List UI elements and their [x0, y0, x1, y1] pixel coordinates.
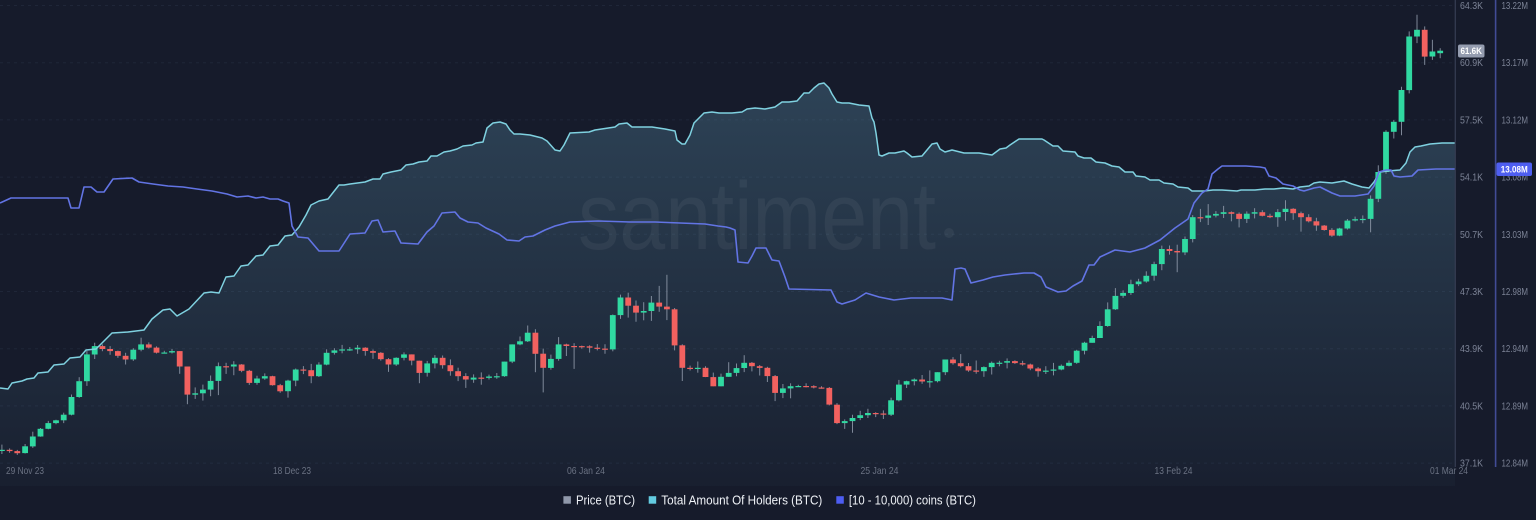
svg-text:13.17M: 13.17M [1502, 57, 1529, 69]
svg-text:13.03M: 13.03M [1502, 229, 1529, 241]
svg-text:60.9K: 60.9K [1460, 57, 1483, 69]
svg-text:13.08M: 13.08M [1501, 165, 1528, 176]
svg-text:12.98M: 12.98M [1502, 286, 1529, 298]
svg-text:61.6K: 61.6K [1460, 46, 1482, 57]
svg-text:12.84M: 12.84M [1502, 458, 1529, 470]
svg-text:12.94M: 12.94M [1502, 343, 1529, 355]
svg-text:santiment: santiment [578, 163, 936, 270]
svg-text:13.22M: 13.22M [1502, 0, 1529, 12]
svg-text:18 Dec 23: 18 Dec 23 [273, 465, 311, 477]
svg-text:12.89M: 12.89M [1502, 400, 1529, 412]
svg-text:01 Mar 24: 01 Mar 24 [1430, 465, 1468, 477]
svg-text:47.3K: 47.3K [1460, 286, 1483, 298]
svg-text:Price (BTC): Price (BTC) [576, 493, 635, 507]
svg-text:[10 - 10,000) coins (BTC): [10 - 10,000) coins (BTC) [849, 493, 976, 507]
svg-text:37.1K: 37.1K [1460, 458, 1483, 470]
svg-text:13 Feb 24: 13 Feb 24 [1155, 465, 1193, 477]
svg-text:50.7K: 50.7K [1460, 229, 1483, 241]
svg-text:06 Jan 24: 06 Jan 24 [567, 465, 605, 477]
svg-text:Total Amount Of Holders (BTC): Total Amount Of Holders (BTC) [661, 493, 822, 507]
svg-text:13.12M: 13.12M [1502, 114, 1529, 126]
svg-text:40.5K: 40.5K [1460, 400, 1483, 412]
svg-text:29 Nov 23: 29 Nov 23 [6, 465, 44, 477]
svg-text:43.9K: 43.9K [1460, 343, 1483, 355]
svg-text:25 Jan 24: 25 Jan 24 [861, 465, 899, 477]
svg-text:57.5K: 57.5K [1460, 114, 1483, 126]
svg-text:54.1K: 54.1K [1460, 172, 1483, 184]
svg-text:64.3K: 64.3K [1460, 0, 1483, 12]
